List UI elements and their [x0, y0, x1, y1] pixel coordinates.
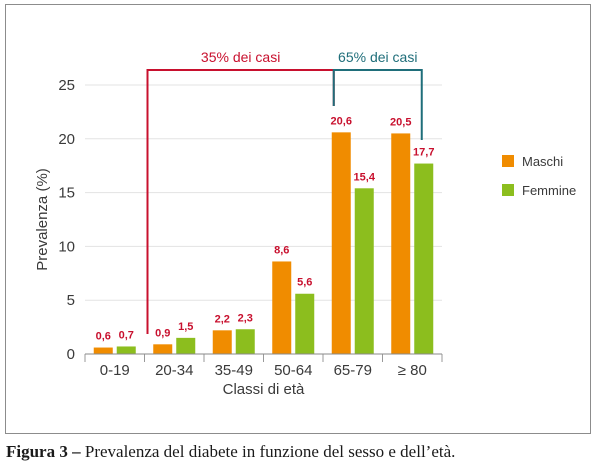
data-label-femmine-4: 15,4	[354, 171, 376, 183]
data-label-maschi-0: 0,6	[96, 331, 111, 343]
data-label-femmine-0: 0,7	[119, 329, 134, 341]
bar-maschi-4	[331, 132, 351, 354]
bar-femmine-4	[354, 188, 374, 354]
data-label-maschi-4: 20,6	[331, 115, 352, 127]
x-tick-label-0: 0-19	[100, 362, 130, 379]
y-tick-label-0: 0	[67, 346, 75, 363]
data-label-maschi-5: 20,5	[390, 116, 411, 128]
annotation-65-percent: 65% dei casi	[338, 49, 417, 65]
bar-maschi-2	[212, 330, 232, 354]
bar-femmine-1	[176, 337, 196, 354]
data-label-femmine-2: 2,3	[238, 312, 253, 324]
data-label-femmine-1: 1,5	[178, 321, 193, 333]
caption-label: Figura 3 –	[6, 442, 81, 461]
data-label-maschi-1: 0,9	[155, 327, 170, 339]
bar-femmine-5	[414, 163, 434, 354]
x-tick-label-2: 35-49	[215, 362, 253, 379]
y-tick-label-25: 25	[58, 77, 75, 94]
data-label-femmine-3: 5,6	[297, 277, 312, 289]
y-tick-label-15: 15	[58, 185, 75, 202]
figure-caption: Figura 3 – Prevalenza del diabete in fun…	[6, 442, 455, 462]
caption-text: Prevalenza del diabete in funzione del s…	[80, 442, 456, 461]
legend-swatch-femmine	[502, 184, 514, 196]
x-tick-label-3: 50-64	[274, 362, 312, 379]
bar-maschi-5	[391, 133, 411, 354]
legend-label-maschi: Maschi	[522, 154, 563, 169]
data-label-femmine-5: 17,7	[413, 147, 434, 159]
y-tick-label-10: 10	[58, 238, 75, 255]
bracket-65-percent	[332, 69, 423, 140]
x-axis-title: Classi di età	[223, 381, 305, 398]
bar-maschi-0	[93, 347, 113, 354]
bar-maschi-3	[272, 261, 292, 354]
bar-femmine-0	[116, 346, 136, 354]
bar-femmine-2	[235, 329, 255, 354]
bar-maschi-1	[153, 344, 173, 354]
x-tick-label-5: ≥ 80	[398, 362, 427, 379]
legend-swatch-maschi	[502, 155, 514, 167]
data-label-maschi-2: 2,2	[215, 313, 230, 325]
data-label-maschi-3: 8,6	[274, 244, 289, 256]
x-tick-label-4: 65-79	[334, 362, 372, 379]
legend-label-femmine: Femmine	[522, 183, 576, 198]
bar-femmine-3	[295, 293, 315, 354]
y-axis-title: Prevalenza (%)	[34, 168, 51, 271]
y-tick-label-20: 20	[58, 131, 75, 148]
x-tick-label-1: 20-34	[155, 362, 193, 379]
y-tick-label-5: 5	[67, 292, 75, 309]
annotation-35-percent: 35% dei casi	[201, 49, 280, 65]
figure-frame	[5, 4, 591, 434]
